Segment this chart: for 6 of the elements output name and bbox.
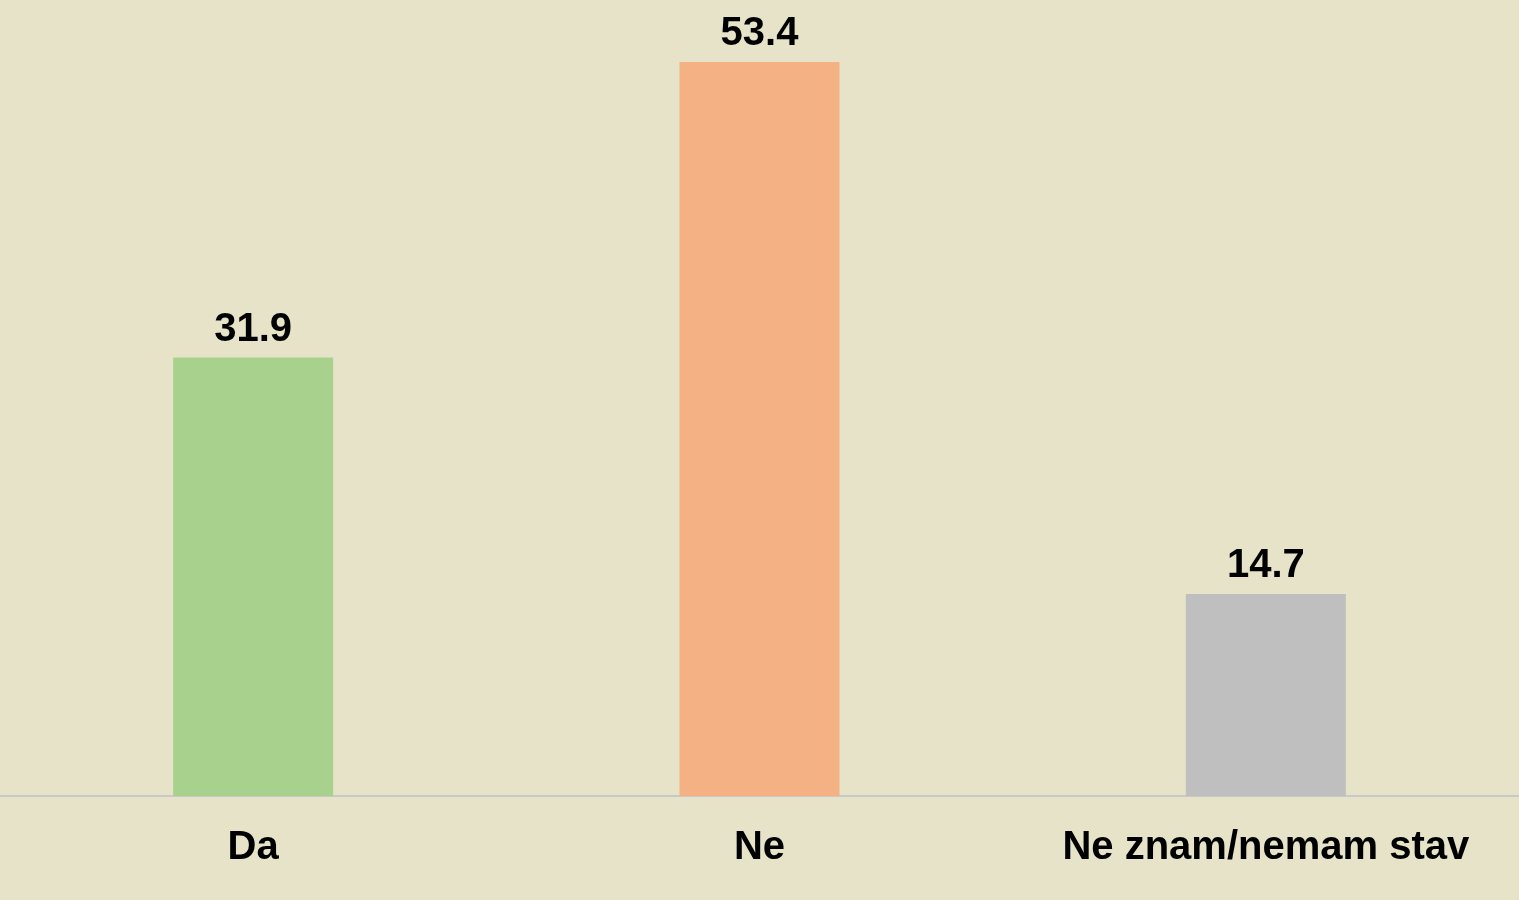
data-label: 31.9 — [214, 304, 293, 349]
data-label: 14.7 — [1226, 540, 1305, 585]
x-tick-label: Ne znam/nemam stav — [1062, 823, 1470, 868]
data-label: 53.4 — [720, 9, 800, 54]
x-tick-label: Da — [227, 823, 280, 868]
x-tick-label: Ne — [733, 823, 786, 868]
